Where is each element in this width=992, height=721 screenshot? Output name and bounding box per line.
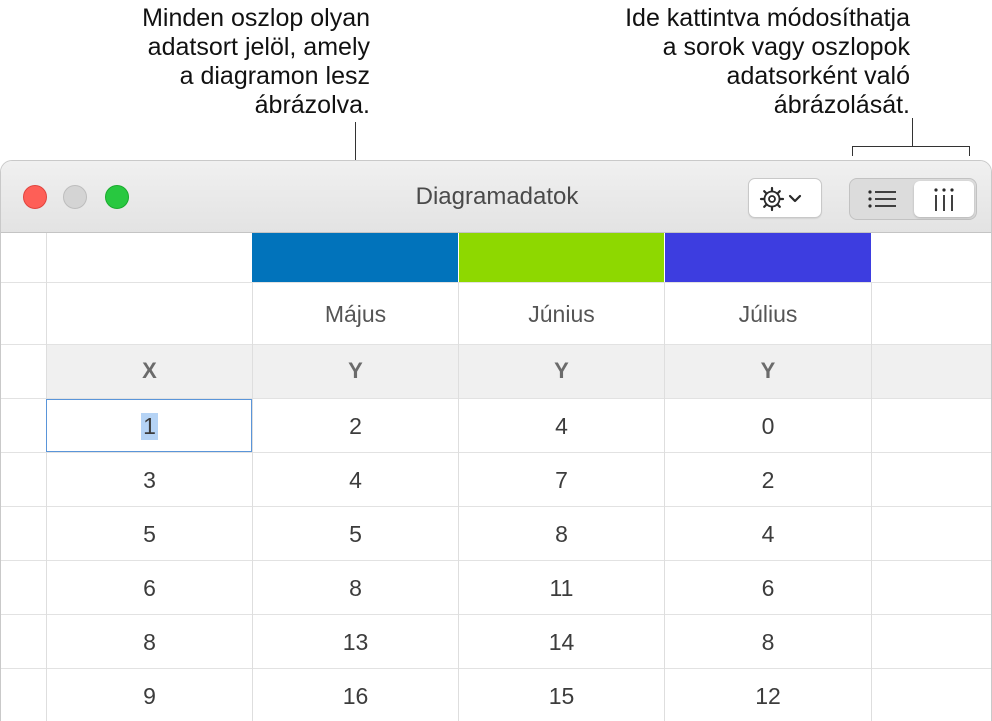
data-cell[interactable]: 2 [761, 466, 775, 493]
callout-leader-line [912, 118, 913, 147]
callout-bracket [852, 146, 970, 147]
series-color-swatch-julius[interactable] [665, 233, 871, 282]
callout-plot-mode: Ide kattintva módosíthatja a sorok vagy … [520, 4, 910, 120]
data-cell[interactable]: 14 [548, 628, 575, 655]
data-cell[interactable]: 8 [555, 520, 568, 547]
x-value-cell[interactable]: 8 [143, 628, 156, 655]
gear-icon [759, 186, 802, 212]
callout-bracket [852, 146, 853, 156]
x-value-cell[interactable]: 3 [143, 466, 156, 493]
callout-bracket [969, 146, 970, 156]
x-value-cell[interactable]: 9 [143, 682, 156, 709]
plot-rows-as-series-button[interactable] [852, 181, 912, 217]
series-name-cell[interactable]: Május [324, 300, 387, 327]
window-title: Diagramadatok [415, 183, 579, 210]
title-bar: Diagramadatok [1, 161, 991, 233]
data-cell[interactable]: 8 [761, 628, 775, 655]
data-cell[interactable]: 8 [349, 574, 362, 601]
callout-line: ábrázolását. [773, 91, 910, 119]
series-color-swatch-junius[interactable] [459, 233, 664, 282]
list-rows-icon [868, 190, 896, 208]
chart-data-window: Diagramadatok [0, 160, 992, 721]
callout-line: adatsort jelöl, amely [147, 33, 370, 61]
data-cell[interactable]: 13 [342, 628, 369, 655]
data-cell[interactable]: 4 [349, 466, 362, 493]
y-axis-header: Y [348, 358, 363, 383]
plot-columns-as-series-button[interactable] [914, 181, 974, 217]
data-cell[interactable]: 2 [349, 412, 362, 439]
series-name-cell[interactable]: Július [738, 300, 798, 327]
callout-line: Ide kattintva módosíthatja [625, 4, 910, 32]
zoom-window-button[interactable] [105, 185, 129, 209]
callout-line: Minden oszlop olyan [142, 4, 370, 32]
callout-line: adatsorként való [726, 62, 910, 90]
data-cell[interactable]: 15 [548, 682, 575, 709]
plot-mode-segmented-control [849, 178, 977, 220]
callout-series-columns: Minden oszlop olyan adatsort jelöl, amel… [60, 4, 370, 120]
selected-cell-text: 1 [141, 412, 158, 440]
chart-data-table: Május Június Július X Y Y Y 1 2 4 0 3 4 … [1, 233, 991, 721]
data-cell[interactable]: 12 [755, 682, 781, 709]
gear-menu-button[interactable] [748, 178, 822, 218]
x-value-cell[interactable]: 1 [47, 399, 252, 453]
chevron-down-icon [788, 194, 802, 203]
x-value-cell[interactable]: 5 [143, 520, 156, 547]
data-cell[interactable]: 0 [761, 412, 775, 439]
list-columns-icon [934, 188, 954, 211]
data-cell[interactable]: 7 [555, 466, 568, 493]
y-axis-header: Y [760, 358, 776, 383]
y-axis-header: Y [554, 358, 569, 383]
data-cell[interactable]: 4 [761, 520, 775, 547]
callout-line: a sorok vagy oszlopok [662, 33, 910, 61]
minimize-window-button[interactable] [63, 185, 87, 209]
x-value-cell[interactable]: 6 [143, 574, 156, 601]
x-axis-header: X [142, 358, 157, 383]
data-cell[interactable]: 4 [555, 412, 568, 439]
callout-line: a diagramon lesz [179, 62, 370, 90]
data-cell[interactable]: 6 [761, 574, 775, 601]
data-cell[interactable]: 5 [349, 520, 362, 547]
close-window-button[interactable] [23, 185, 47, 209]
series-name-cell[interactable]: Június [528, 300, 595, 327]
selected-cell-outline [46, 399, 252, 452]
data-cell[interactable]: 11 [549, 574, 574, 601]
callout-line: ábrázolva. [254, 91, 370, 119]
axis-header-row [46, 344, 991, 398]
series-color-swatch-majus[interactable] [252, 233, 458, 282]
data-cell[interactable]: 16 [342, 682, 369, 709]
